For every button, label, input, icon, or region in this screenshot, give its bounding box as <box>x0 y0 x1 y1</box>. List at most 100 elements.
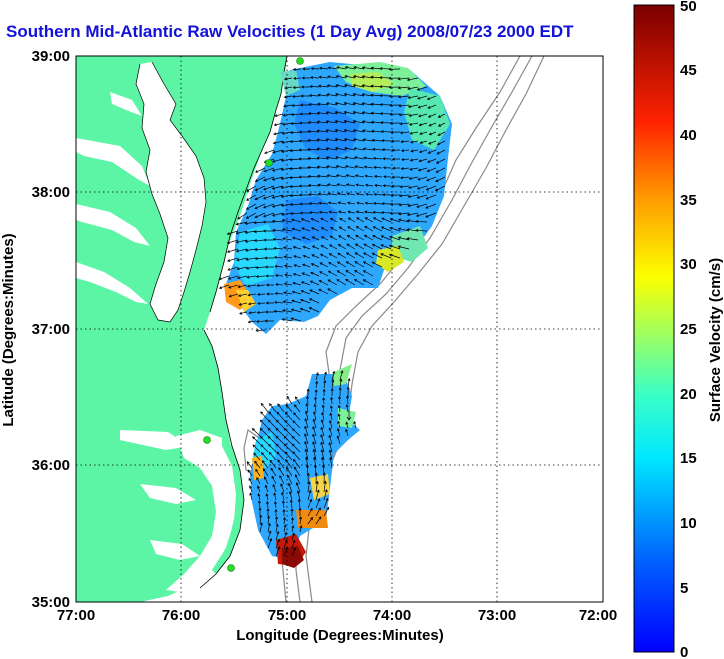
y-tick-label: 35:00 <box>32 594 70 611</box>
current-vector <box>259 427 269 437</box>
current-vector <box>328 441 333 453</box>
current-vector <box>337 210 347 214</box>
current-vector <box>352 74 365 79</box>
current-vector <box>407 194 419 199</box>
current-vector <box>306 388 310 397</box>
current-vector <box>244 239 257 243</box>
current-vector <box>320 236 329 241</box>
current-vector <box>373 165 383 169</box>
colorbar-tick-label: 5 <box>680 580 688 597</box>
current-vector <box>427 158 437 163</box>
y-tick-label: 38:00 <box>32 184 70 201</box>
current-vector <box>245 212 257 219</box>
x-tick-label: 72:00 <box>579 607 617 624</box>
current-vector <box>307 481 311 493</box>
current-vector <box>226 239 239 244</box>
current-vector <box>344 165 356 169</box>
current-vector <box>363 243 374 250</box>
current-vector <box>323 506 330 517</box>
current-vector <box>260 411 269 421</box>
current-vector <box>254 185 266 192</box>
current-vector <box>283 524 287 533</box>
current-vector <box>300 290 311 295</box>
current-vector <box>415 219 428 223</box>
current-vector <box>305 402 309 413</box>
current-vector <box>345 261 356 268</box>
current-vector <box>352 119 365 124</box>
current-vector <box>293 412 301 421</box>
current-vector <box>356 201 365 205</box>
colorbar-tick-label: 15 <box>680 450 697 467</box>
current-vector <box>331 379 335 389</box>
current-vector <box>291 94 302 98</box>
current-vector <box>259 522 263 533</box>
current-vector <box>237 284 248 289</box>
current-vector <box>292 420 301 429</box>
current-vector <box>381 217 392 223</box>
current-vector <box>264 265 275 269</box>
current-vector <box>291 539 296 549</box>
current-vector <box>283 435 293 445</box>
current-vector <box>346 410 352 421</box>
colorbar-tick-label: 30 <box>680 256 697 273</box>
current-vector <box>355 234 365 241</box>
current-vector <box>298 184 311 188</box>
current-vector <box>311 254 320 259</box>
current-vector <box>392 166 401 170</box>
current-vector <box>288 482 293 493</box>
current-vector <box>329 405 333 413</box>
current-vector <box>408 113 419 117</box>
current-vector <box>271 176 284 181</box>
current-vector <box>292 67 302 71</box>
current-vector <box>343 92 356 97</box>
current-vector <box>218 275 230 281</box>
current-vector <box>292 236 302 241</box>
current-vector <box>299 516 303 525</box>
current-vector <box>226 230 239 235</box>
current-vector <box>301 272 311 277</box>
current-vector <box>255 167 266 173</box>
current-vector <box>257 500 261 509</box>
current-vector <box>435 176 446 182</box>
current-vector <box>364 226 374 232</box>
current-vector <box>271 475 277 485</box>
current-vector <box>293 404 301 413</box>
current-vector <box>298 166 311 170</box>
current-vector <box>265 283 275 287</box>
current-vector <box>323 379 327 389</box>
current-vector <box>330 387 334 397</box>
current-vector <box>371 261 383 268</box>
current-vector <box>317 93 329 97</box>
current-vector <box>410 149 419 153</box>
current-vector <box>397 86 410 90</box>
current-vector <box>271 212 284 217</box>
current-vector <box>315 516 322 525</box>
current-vector <box>390 139 401 143</box>
current-vector <box>308 307 320 313</box>
current-vector <box>345 279 356 286</box>
current-vector <box>382 184 392 188</box>
current-vector <box>401 158 410 162</box>
current-vector <box>417 95 428 100</box>
current-vector <box>299 112 311 116</box>
current-vector <box>372 210 383 214</box>
current-vector <box>346 201 356 205</box>
current-vector <box>273 255 284 259</box>
current-vector <box>345 421 349 429</box>
current-vector <box>407 95 419 100</box>
current-vector <box>267 419 277 429</box>
current-vector <box>314 472 318 485</box>
current-vector <box>406 212 419 217</box>
current-vector <box>297 498 301 509</box>
current-vector <box>292 85 302 89</box>
current-vector <box>299 202 311 206</box>
current-vector <box>267 538 273 549</box>
current-vector <box>362 129 374 133</box>
current-vector <box>256 476 261 485</box>
current-vector <box>307 183 320 187</box>
current-vector <box>381 193 392 197</box>
current-vector <box>362 261 374 268</box>
current-vector <box>363 252 374 259</box>
current-vector <box>326 84 338 88</box>
current-vector <box>416 86 428 91</box>
